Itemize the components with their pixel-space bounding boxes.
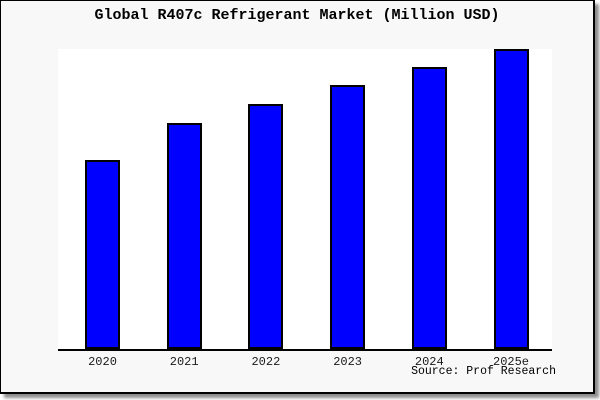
chart-frame: Global R407c Refrigerant Market (Million… [0, 0, 595, 394]
x-tick-label-2024: 2024 [414, 355, 444, 369]
bar-2022 [248, 104, 284, 349]
bar-2021 [166, 123, 202, 349]
x-tick-label-2021: 2021 [169, 355, 199, 369]
x-tick-label-2023: 2023 [333, 355, 362, 369]
x-tick-label-2022: 2022 [251, 355, 281, 369]
bar-2024 [411, 67, 447, 349]
chart-title: Global R407c Refrigerant Market (Million… [94, 7, 500, 24]
x-tick-label-2025e: 2025e [492, 355, 530, 369]
source-credit: Source: Prof Research [411, 365, 556, 378]
x-tick-label-2020: 2020 [88, 355, 117, 369]
bar-2020 [85, 160, 120, 349]
plot-area [58, 49, 552, 351]
x-axis-labels: 2020 2021 2022 2023 2024 2025e [1, 355, 593, 371]
bar-2025e [493, 49, 529, 349]
bar-2023 [330, 85, 366, 349]
